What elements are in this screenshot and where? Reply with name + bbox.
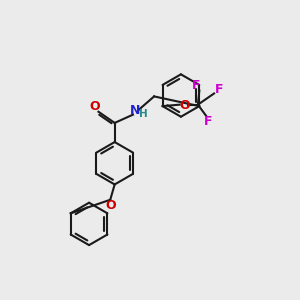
- Text: F: F: [204, 115, 213, 128]
- Text: O: O: [89, 100, 100, 113]
- Text: O: O: [105, 199, 116, 212]
- Text: H: H: [139, 109, 148, 119]
- Text: F: F: [215, 83, 224, 96]
- Text: F: F: [192, 79, 201, 92]
- Text: N: N: [130, 104, 140, 117]
- Text: O: O: [179, 99, 190, 112]
